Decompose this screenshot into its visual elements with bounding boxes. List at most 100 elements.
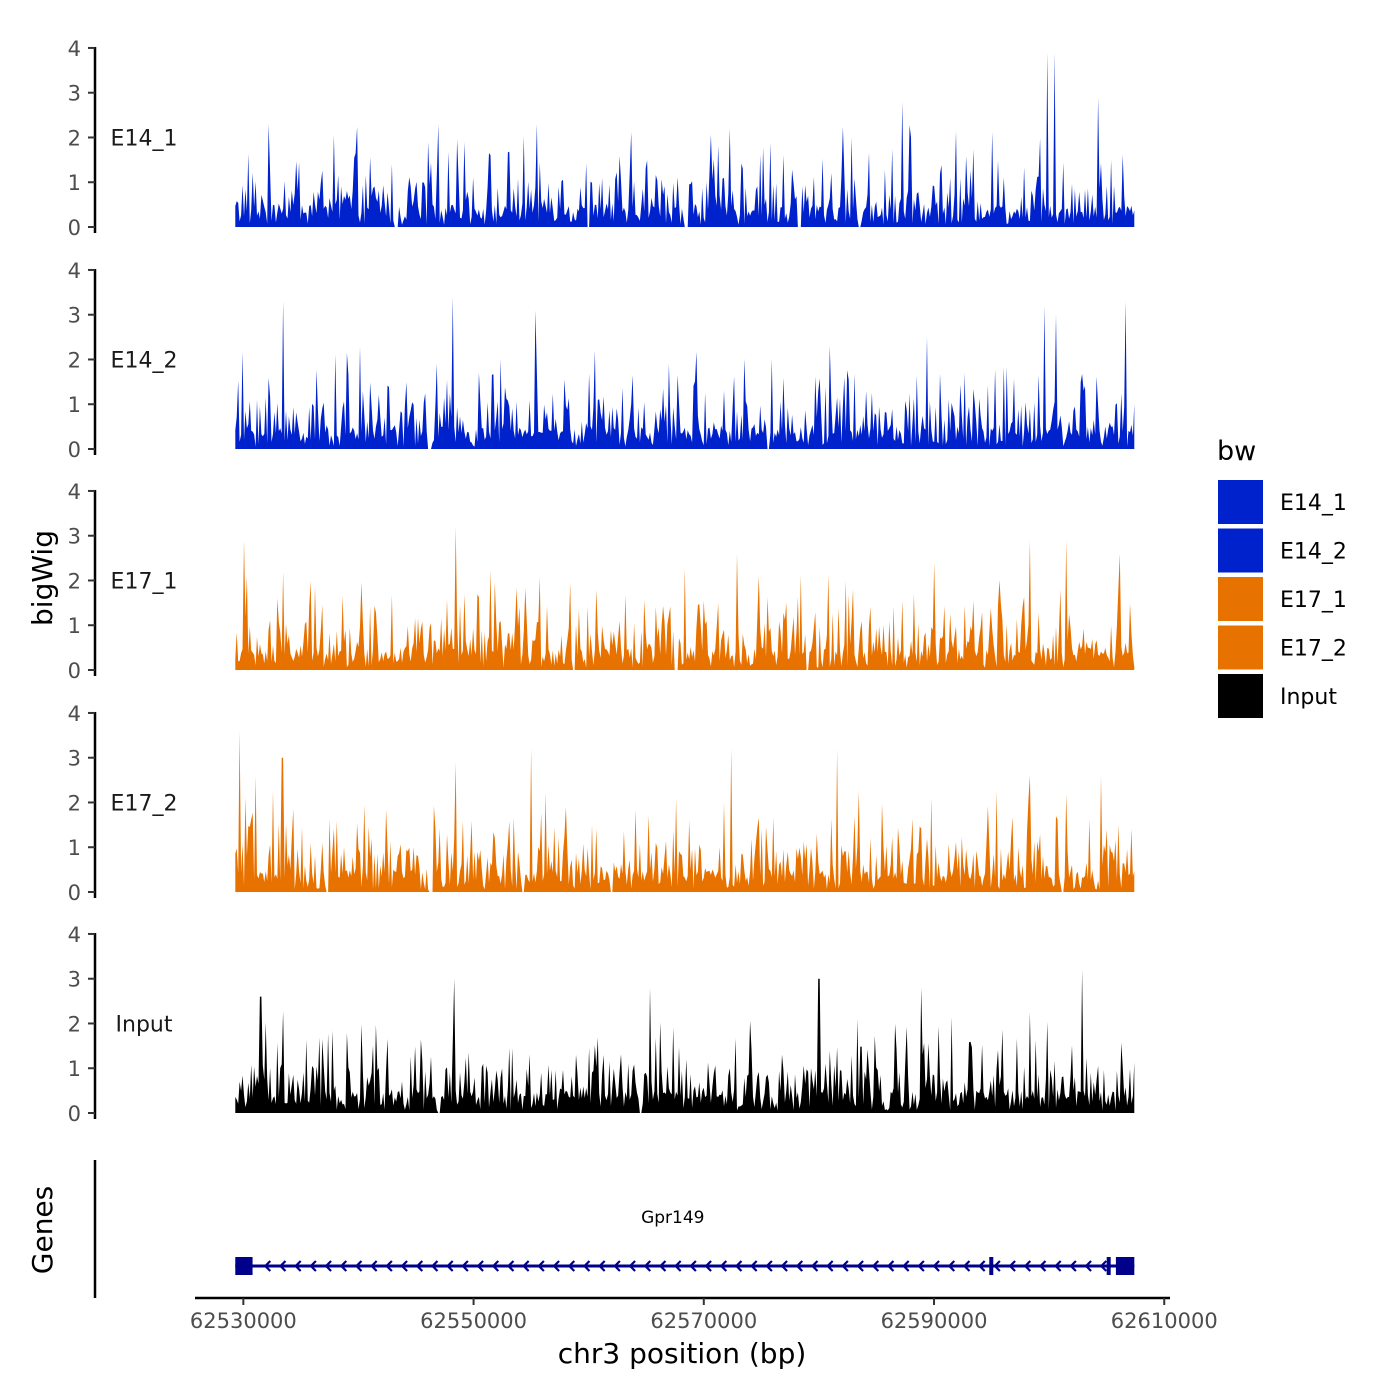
strand-arrow <box>354 1260 363 1272</box>
y-tick-label: 2 <box>68 126 81 150</box>
track-label: E14_1 <box>111 126 178 151</box>
strand-arrow <box>871 1260 880 1272</box>
strand-arrow <box>658 1260 667 1272</box>
legend-title: bw <box>1217 436 1256 467</box>
strand-arrow <box>947 1260 956 1272</box>
y-axis-title: bigWig <box>26 530 59 626</box>
strand-arrow <box>780 1260 788 1272</box>
y-tick-label: 2 <box>68 791 81 815</box>
strand-arrow <box>719 1260 728 1272</box>
y-tick-label: 4 <box>68 480 81 504</box>
strand-arrow <box>674 1260 682 1272</box>
track-e17-1: 0 1 2 3 4 E17_1 <box>68 480 1135 683</box>
strand-arrow <box>430 1260 439 1272</box>
y-tick-label: 3 <box>68 304 81 328</box>
strand-arrow <box>902 1260 910 1272</box>
y-tick-label: 1 <box>68 171 81 195</box>
strand-arrow <box>689 1260 697 1272</box>
strand-arrow <box>1023 1260 1032 1272</box>
legend-label: E17_1 <box>1280 588 1347 613</box>
strand-arrow <box>309 1260 317 1272</box>
strand-arrow <box>993 1260 1001 1272</box>
strand-arrow <box>750 1260 758 1272</box>
y-tick-label: 3 <box>68 747 81 771</box>
strand-arrow <box>415 1260 424 1272</box>
y-tick-label: 1 <box>68 836 81 860</box>
y-tick-label: 0 <box>68 1102 81 1126</box>
y-tick-label: 1 <box>68 393 81 417</box>
track-label: E14_2 <box>111 348 178 373</box>
strand-arrow <box>1069 1260 1077 1272</box>
track-label: E17_1 <box>111 569 178 594</box>
legend-label: Input <box>1280 685 1337 710</box>
strand-arrow <box>643 1260 652 1272</box>
signal-area <box>235 526 1135 670</box>
gene-exon <box>989 1257 994 1275</box>
y-tick-label: 3 <box>68 525 81 549</box>
strand-arrow <box>826 1260 834 1272</box>
signal-area <box>235 969 1135 1113</box>
strand-arrow <box>1008 1260 1016 1272</box>
x-tick-label: 62550000 <box>420 1309 527 1333</box>
bigwig-tracks: 0 1 2 3 4 E14_1 0 1 2 3 4 E14_2 0 1 2 3 4 E17_1 0 1 2 3 4 E17_2… <box>68 37 1135 1126</box>
strand-arrow <box>795 1260 804 1272</box>
strand-arrow <box>446 1260 454 1272</box>
strand-arrow <box>552 1260 560 1272</box>
strand-arrow <box>537 1260 545 1272</box>
x-tick-label: 62610000 <box>1111 1309 1218 1333</box>
strand-arrow <box>734 1260 743 1272</box>
legend-label: E14_2 <box>1280 540 1347 565</box>
signal-area <box>235 296 1135 449</box>
strand-arrow <box>932 1260 940 1272</box>
track-e14-1: 0 1 2 3 4 E14_1 <box>68 37 1135 240</box>
gene-exon <box>1115 1257 1135 1275</box>
x-axis-title: chr3 position (bp) <box>558 1337 807 1370</box>
genes-track: Gpr149 <box>93 1160 1135 1298</box>
x-tick-label: 62530000 <box>190 1309 297 1333</box>
track-label: E17_2 <box>111 791 178 816</box>
y-tick-label: 4 <box>68 259 81 283</box>
y-tick-label: 0 <box>68 659 81 683</box>
strand-arrow <box>765 1260 773 1272</box>
signal-area <box>235 730 1135 892</box>
strand-arrow <box>567 1260 576 1272</box>
gene-exon <box>235 1257 253 1275</box>
legend: bw E14_1 E14_2 E17_1 E17_2 Input <box>1217 436 1347 718</box>
y-tick-label: 2 <box>68 1012 81 1036</box>
strand-arrow <box>810 1260 819 1272</box>
strand-arrow <box>886 1260 895 1272</box>
strand-arrow <box>598 1260 606 1272</box>
y-tick-label: 4 <box>68 923 81 947</box>
strand-arrow <box>278 1260 287 1272</box>
y-tick-label: 2 <box>68 569 81 593</box>
legend-swatch <box>1218 528 1263 573</box>
track-e17-2: 0 1 2 3 4 E17_2 <box>68 702 1135 905</box>
strand-arrow <box>461 1260 469 1272</box>
legend-label: E17_2 <box>1280 637 1347 662</box>
y-tick-label: 4 <box>68 37 81 61</box>
strand-arrow <box>294 1260 302 1272</box>
strand-arrow <box>978 1260 986 1272</box>
track-e14-2: 0 1 2 3 4 E14_2 <box>68 259 1135 462</box>
y-tick-label: 1 <box>68 1057 81 1081</box>
strand-arrow <box>1099 1260 1108 1272</box>
strand-arrow <box>385 1260 393 1272</box>
legend-swatch <box>1218 625 1263 670</box>
strand-arrow <box>1054 1260 1062 1272</box>
strand-arrow <box>324 1260 332 1272</box>
y-tick-label: 0 <box>68 881 81 905</box>
legend-swatch <box>1218 480 1263 524</box>
strand-arrow <box>704 1260 712 1272</box>
genes-axis-title: Genes <box>26 1186 59 1274</box>
y-tick-label: 0 <box>68 216 81 240</box>
strand-arrow <box>917 1260 925 1272</box>
strand-arrow <box>339 1260 348 1272</box>
track-label: Input <box>116 1012 173 1037</box>
x-tick-label: 62590000 <box>881 1309 988 1333</box>
legend-label: E14_1 <box>1280 491 1347 516</box>
y-tick-label: 4 <box>68 702 81 726</box>
x-tick-label: 62570000 <box>650 1309 757 1333</box>
y-tick-label: 3 <box>68 968 81 992</box>
y-tick-label: 2 <box>68 348 81 372</box>
